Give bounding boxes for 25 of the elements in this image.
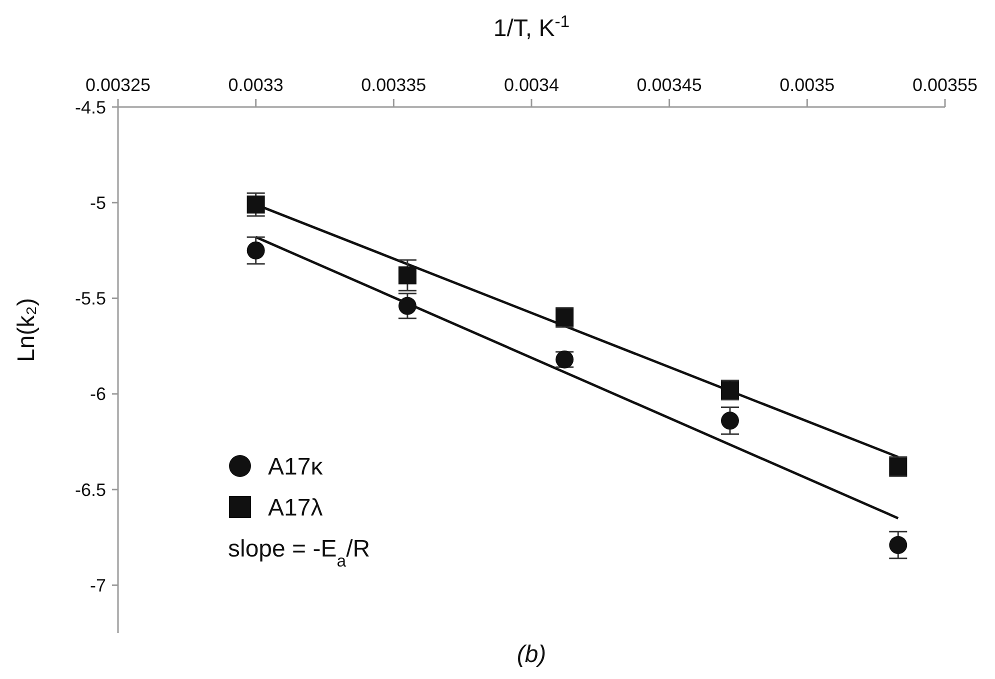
y-tick-label: -4.5 bbox=[74, 97, 106, 118]
point bbox=[246, 241, 265, 260]
point bbox=[246, 196, 265, 214]
x-tick-label: 0.0033 bbox=[228, 75, 284, 95]
x-tick-label: 0.00355 bbox=[912, 75, 978, 95]
y-tick-label: -6.5 bbox=[74, 480, 106, 500]
y-tick-label: -7 bbox=[90, 575, 106, 596]
x-axis-title: 1/T, K$^{-1}$ bbox=[493, 12, 570, 42]
point bbox=[889, 536, 908, 554]
y-tick-label: -5 bbox=[90, 192, 106, 213]
y-axis-title: Ln(k₂) bbox=[13, 298, 40, 362]
x-tick-label: 0.00325 bbox=[85, 75, 151, 95]
y-tick-label: -5.5 bbox=[74, 288, 106, 309]
point bbox=[720, 412, 739, 430]
legend-label: A17κ bbox=[268, 453, 324, 480]
annotation: slope = -E$_{a}$/R bbox=[228, 535, 370, 570]
legend-label: A17λ bbox=[268, 494, 323, 522]
point bbox=[398, 266, 416, 284]
x-tick-label: 0.00345 bbox=[636, 75, 702, 95]
point bbox=[398, 296, 416, 315]
y-tick-label: -6 bbox=[90, 384, 106, 404]
x-tick-label: 0.0034 bbox=[504, 75, 560, 95]
x-tick-label: 0.0035 bbox=[780, 75, 835, 95]
x-tick-label: 0.00335 bbox=[361, 75, 426, 95]
text: (b) bbox=[516, 641, 546, 668]
